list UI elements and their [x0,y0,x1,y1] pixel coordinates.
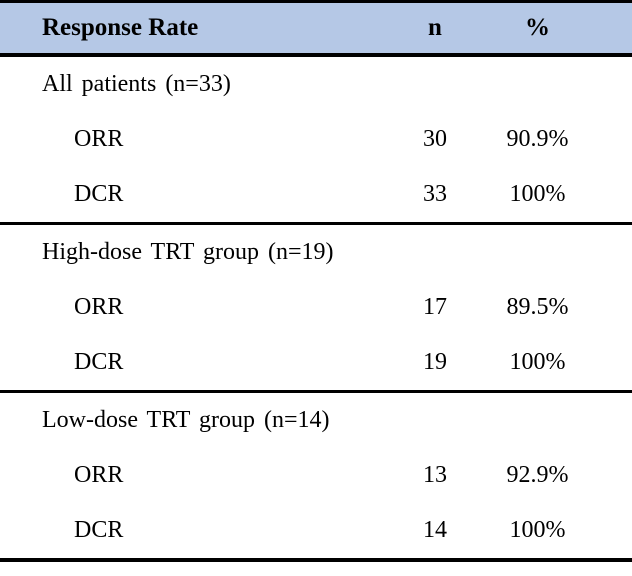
cell-percent: 90.9% [506,126,569,152]
table-row-dcr: DCR 14 100% [0,503,632,558]
header-n: n [428,14,442,41]
table-row-orr: ORR 30 90.9% [0,112,632,167]
cell-percent: 100% [509,517,566,543]
cell-label: ORR [74,462,124,488]
response-rate-table: Response Rate n % All patients (n=33) OR… [0,0,632,562]
table-row-dcr: DCR 19 100% [0,335,632,390]
table-row-dcr: DCR 33 100% [0,167,632,222]
section-low-dose: Low-dose TRT group (n=14) ORR 13 92.9% D… [0,393,632,562]
cell-n: 33 [423,181,447,207]
cell-n: 17 [423,294,447,320]
section-all-patients: All patients (n=33) ORR 30 90.9% DCR 33 … [0,57,632,225]
cell-n: 14 [423,517,447,543]
cell-n: 13 [423,462,447,488]
section-high-dose: High-dose TRT group (n=19) ORR 17 89.5% … [0,225,632,393]
table-header-row: Response Rate n % [0,3,632,57]
group-title-row: All patients (n=33) [0,57,632,112]
table-row-orr: ORR 13 92.9% [0,448,632,503]
group-title-row: High-dose TRT group (n=19) [0,225,632,280]
cell-label: ORR [74,294,124,320]
cell-label: DCR [74,517,124,543]
cell-label: ORR [74,126,124,152]
table-row-orr: ORR 17 89.5% [0,280,632,335]
group-title: Low-dose TRT group (n=14) [42,407,330,433]
cell-n: 19 [423,349,447,375]
cell-label: DCR [74,181,124,207]
cell-percent: 100% [509,181,566,207]
group-title: All patients (n=33) [42,71,231,97]
cell-percent: 100% [509,349,566,375]
group-title: High-dose TRT group (n=19) [42,239,334,265]
cell-label: DCR [74,349,124,375]
cell-percent: 89.5% [506,294,569,320]
header-percent: % [525,14,550,41]
group-title-row: Low-dose TRT group (n=14) [0,393,632,448]
header-response-rate: Response Rate [42,14,199,41]
cell-percent: 92.9% [506,462,569,488]
cell-n: 30 [423,126,447,152]
